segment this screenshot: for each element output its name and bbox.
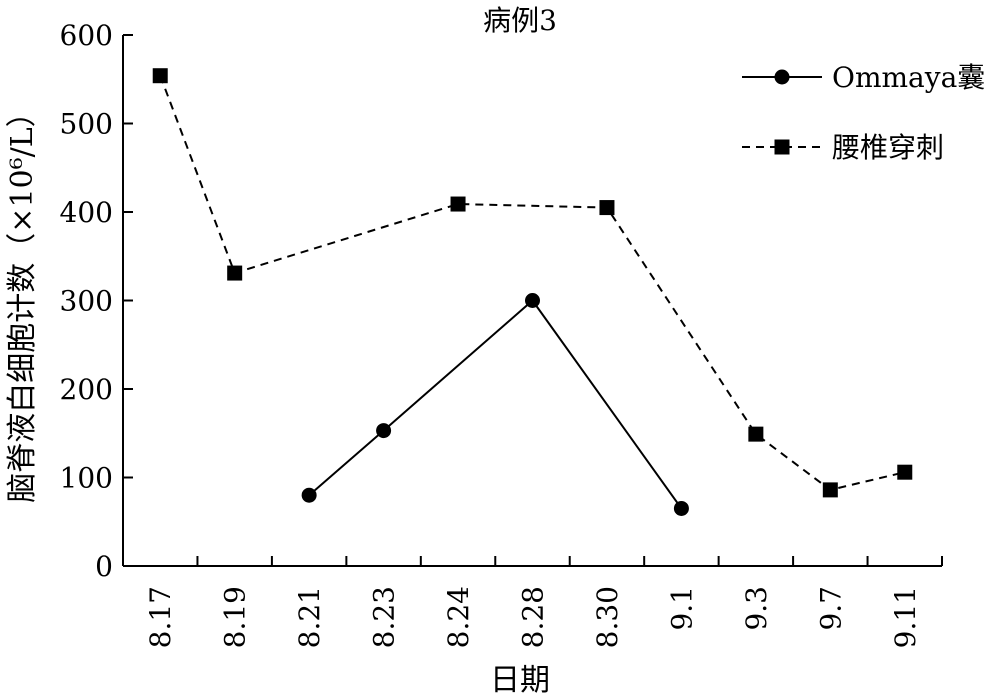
data-point [748,426,764,442]
x-tick-label: 8.28 [517,586,550,648]
x-tick-label: 8.30 [591,586,624,648]
data-point [525,293,540,308]
data-point [673,500,689,516]
data-point [897,464,913,480]
data-point [227,265,243,281]
x-tick-label: 9.3 [740,586,773,631]
x-tick-label: 8.21 [293,586,326,648]
x-ticks: 8.17 8.19 8.21 8.23 8.24 8.28 8.30 9.1 9.3 9.7 9.1… [122,556,943,648]
series-line [159,75,906,491]
series-2 [152,68,913,498]
data-point [450,196,466,212]
y-tick-label: 200 [60,373,113,406]
data-point [376,423,392,439]
series-1 [301,293,689,516]
data-point [152,68,168,84]
legend-marker [774,69,790,85]
x-tick-label: 9.7 [814,586,847,631]
x-tick-label: 9.11 [889,586,922,648]
legend-label: Ommaya囊 [832,61,985,94]
y-tick-label: 400 [60,196,113,229]
y-axis-label: 脑脊液白细胞计数（×10⁶/L） [5,97,40,502]
x-tick-label: 8.19 [219,586,252,648]
x-axis-label: 日期 [490,663,550,697]
series-line [308,299,683,510]
y-ticks: 0 100 200 300 400 500 600 [60,19,133,583]
data-point [599,200,615,216]
x-tick-label: 8.23 [368,586,401,648]
y-tick-label: 600 [60,19,113,52]
y-tick-label: 100 [60,462,113,495]
data-point [301,487,317,503]
data-point [822,482,838,498]
legend-marker [774,139,790,155]
y-tick-label: 0 [95,550,113,583]
y-tick-label: 300 [60,285,113,318]
chart-title: 病例3 [483,4,557,37]
x-tick-label: 9.1 [665,586,698,631]
y-tick-label: 500 [60,108,113,141]
x-tick-label: 8.24 [442,586,475,648]
series-layer [152,68,913,516]
legend-label: 腰椎穿刺 [832,131,944,164]
x-tick-label: 8.17 [144,586,177,648]
